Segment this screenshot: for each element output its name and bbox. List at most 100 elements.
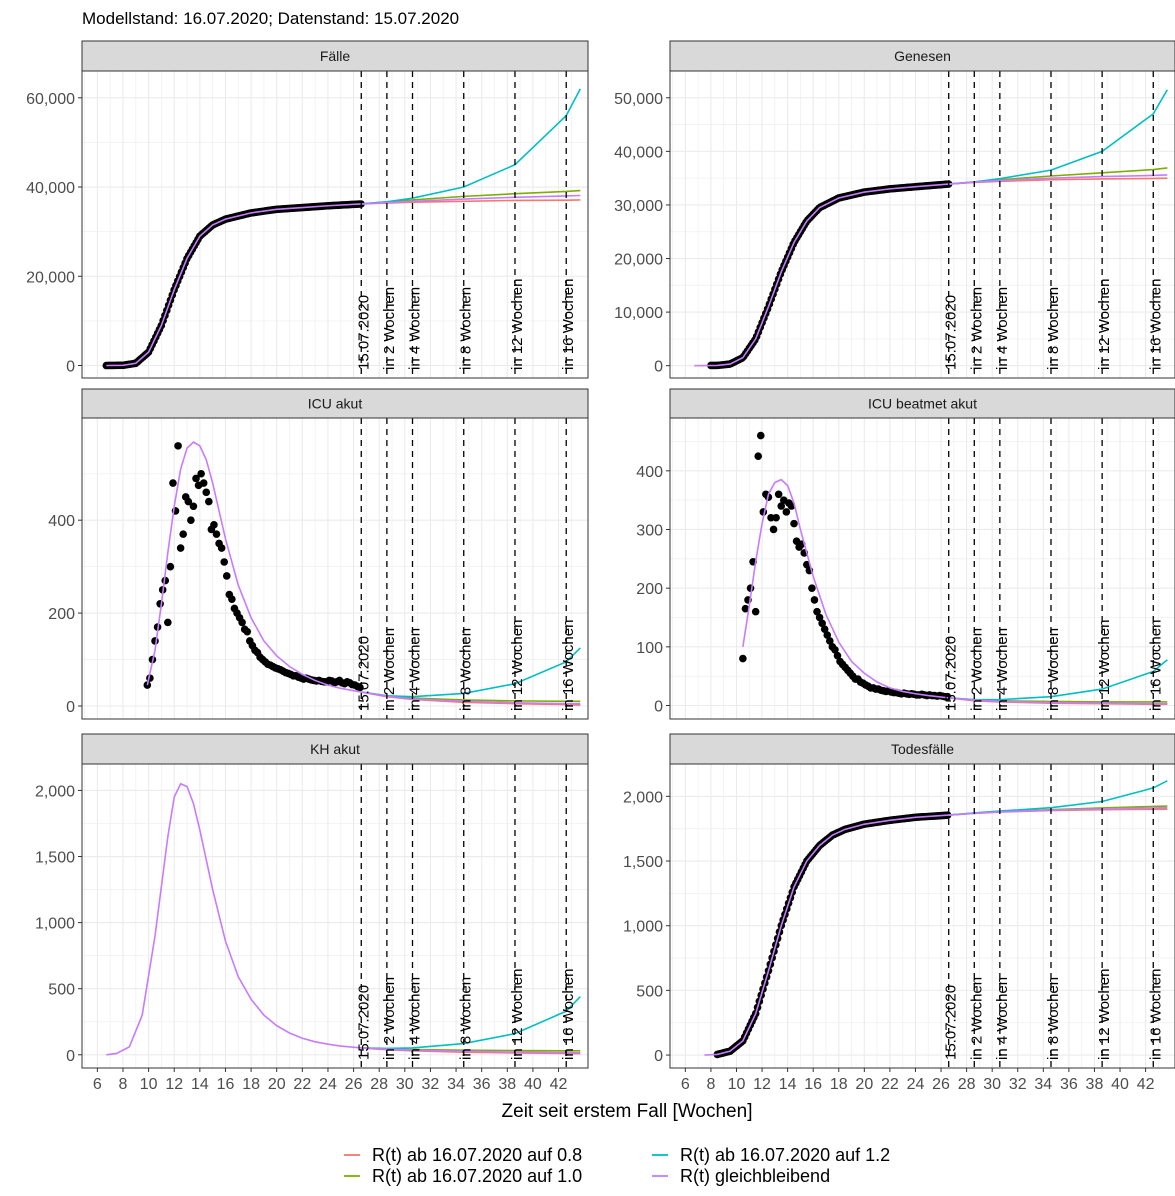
date-marker-label: in 8 Wochen <box>458 628 475 711</box>
plot-background <box>670 71 1175 378</box>
date-marker-label: in 8 Wochen <box>458 287 475 370</box>
observed-point <box>808 584 816 592</box>
legend-label: R(t) ab 16.07.2020 auf 1.0 <box>372 1166 582 1186</box>
panel-border <box>669 763 1175 1069</box>
x-tick-label: 18 <box>830 1076 848 1093</box>
model-fit-line <box>106 203 362 367</box>
observed-point <box>833 651 842 660</box>
y-tick-label: 200 <box>636 581 663 598</box>
legend-item-r-t-ab-16-07-2020-auf-1-2: R(t) ab 16.07.2020 auf 1.2 <box>652 1145 890 1165</box>
x-tick-label: 6 <box>93 1076 102 1093</box>
legend-label: R(t) ab 16.07.2020 auf 0.8 <box>372 1145 582 1165</box>
date-marker-label: 15.07.2020 <box>355 636 372 711</box>
observed-point <box>756 431 765 440</box>
panel-border <box>669 70 1175 379</box>
facet-strip <box>81 388 589 419</box>
x-tick-label: 14 <box>191 1076 209 1093</box>
observed-point <box>823 631 832 639</box>
observed-point <box>220 558 228 566</box>
observed-point <box>243 627 252 636</box>
date-marker-label: in 2 Wochen <box>381 977 398 1060</box>
observed-point <box>238 618 246 627</box>
x-tick-label: 24 <box>319 1076 337 1093</box>
date-marker-label: in 16 Wochen <box>560 620 577 711</box>
observed-point <box>197 469 205 478</box>
date-marker-label: in 2 Wochen <box>968 628 985 711</box>
y-tick-label: 0 <box>66 699 75 716</box>
y-tick-label: 30,000 <box>614 198 663 215</box>
x-tick-label: 32 <box>1009 1076 1027 1093</box>
x-tick-label: 16 <box>804 1076 822 1093</box>
observed-point <box>769 525 778 534</box>
date-marker-label: in 12 Wochen <box>1096 969 1113 1060</box>
model-fit-line <box>704 814 949 1056</box>
date-marker-label: in 12 Wochen <box>509 969 526 1060</box>
date-marker-label: in 2 Wochen <box>968 287 985 370</box>
y-tick-label: 0 <box>66 1048 75 1065</box>
observed-point <box>790 519 798 528</box>
y-tick-label: 20,000 <box>614 252 663 269</box>
y-tick-label: 500 <box>636 983 663 1000</box>
facet-strip <box>669 733 1175 765</box>
facet-strip <box>81 733 589 765</box>
x-tick-label: 32 <box>422 1076 440 1093</box>
x-tick-label: 18 <box>242 1076 260 1093</box>
x-tick-label: 34 <box>447 1076 465 1093</box>
facet-strip-label: ICU beatmet akut <box>868 396 977 412</box>
observed-point <box>174 442 182 450</box>
x-tick-label: 24 <box>907 1076 925 1093</box>
observed-point <box>228 595 236 603</box>
y-tick-label: 60,000 <box>26 91 75 108</box>
x-tick-label: 36 <box>1060 1076 1078 1093</box>
observed-point <box>754 452 763 460</box>
y-tick-label: 1,500 <box>623 854 663 871</box>
observed-point <box>815 613 824 622</box>
observed-point <box>176 544 185 552</box>
observed-point <box>156 600 164 608</box>
x-axis-title: Zeit seit erstem Fall [Wochen] <box>502 1101 753 1122</box>
y-tick-label: 0 <box>66 359 75 376</box>
x-tick-label: 30 <box>396 1076 414 1093</box>
plot-background <box>82 71 588 378</box>
y-tick-label: 2,000 <box>623 789 663 806</box>
x-tick-label: 40 <box>524 1076 542 1093</box>
observed-point <box>787 502 796 510</box>
observed-point <box>187 516 195 524</box>
date-marker-label: in 2 Wochen <box>381 287 398 370</box>
date-marker-label: in 4 Wochen <box>994 287 1011 370</box>
date-marker-label: 15.07.2020 <box>943 985 960 1060</box>
model-fit-line <box>742 478 949 699</box>
date-marker-label: in 16 Wochen <box>560 969 577 1060</box>
panels: Fälle 0 20,000 40,000 60,000 15.07.2020 in 2 W… <box>26 40 1175 1093</box>
facet-strip-label: Genesen <box>894 48 951 64</box>
legend-item-r-t-ab-16-07-2020-auf-0-8: R(t) ab 16.07.2020 auf 0.8 <box>344 1145 582 1165</box>
date-marker-label: in 16 Wochen <box>1147 279 1164 370</box>
date-marker-label: in 4 Wochen <box>407 287 424 370</box>
observed-point <box>164 618 172 627</box>
y-tick-label: 1,000 <box>35 916 75 933</box>
plot-background <box>82 764 588 1068</box>
observed-point <box>210 521 218 529</box>
x-tick-label: 26 <box>932 1076 950 1093</box>
date-marker-label: in 4 Wochen <box>994 628 1011 711</box>
legend-label: R(t) ab 16.07.2020 auf 1.2 <box>680 1145 890 1165</box>
x-tick-label: 36 <box>473 1076 491 1093</box>
observed-point <box>189 502 198 511</box>
observed-point <box>202 488 211 497</box>
x-tick-label: 30 <box>983 1076 1001 1093</box>
observed-point <box>222 572 231 580</box>
observed-point <box>777 502 786 510</box>
observed-point <box>810 596 819 604</box>
projection-line-r-t-gleichbleibend <box>948 697 1168 705</box>
y-tick-label: 0 <box>654 699 663 716</box>
y-tick-label: 40,000 <box>26 180 75 197</box>
date-marker-label: in 12 Wochen <box>1096 279 1113 370</box>
observed-point <box>192 474 200 483</box>
legend-label: R(t) gleichbleibend <box>680 1166 830 1186</box>
x-tick-label: 8 <box>119 1076 128 1093</box>
panel-kh-akut: KH akut 0 500 1,000 1,500 2,000 15.07.2020 in 2… <box>35 733 589 1093</box>
panel-todesf-lle: Todesfälle 0 500 1,000 1,500 2,000 15.07.2020 i… <box>623 733 1175 1093</box>
observed-point <box>813 607 821 616</box>
x-tick-label: 40 <box>1111 1076 1129 1093</box>
observed-point <box>739 654 747 663</box>
